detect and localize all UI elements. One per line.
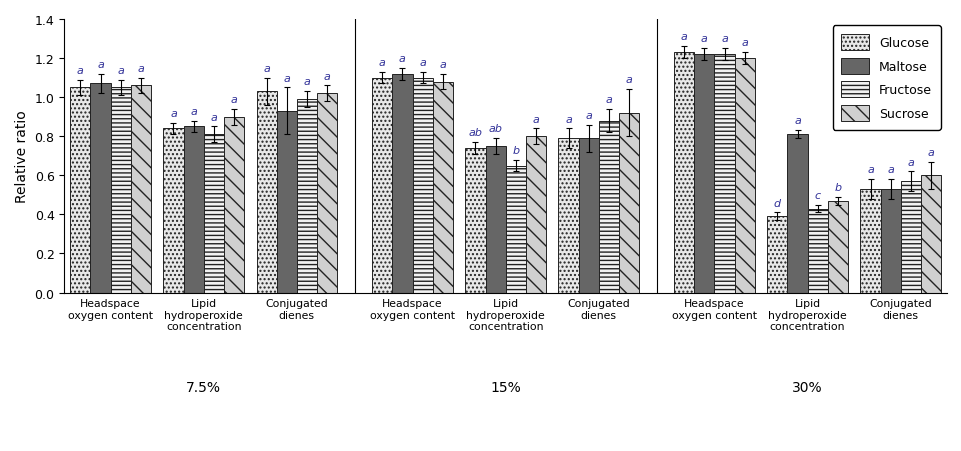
- Bar: [111, 88, 131, 293]
- Text: 7.5%: 7.5%: [186, 380, 221, 394]
- Bar: [694, 55, 714, 293]
- Text: a: a: [701, 34, 707, 44]
- Text: a: a: [439, 60, 446, 69]
- Bar: [316, 94, 336, 293]
- Text: c: c: [814, 190, 820, 200]
- Bar: [767, 217, 787, 293]
- Bar: [714, 55, 734, 293]
- Bar: [899, 182, 920, 293]
- Text: a: a: [741, 38, 748, 48]
- Text: b: b: [833, 183, 841, 193]
- Text: a: a: [210, 112, 217, 122]
- Text: a: a: [137, 64, 144, 74]
- Bar: [184, 127, 204, 293]
- Text: a: a: [263, 64, 270, 74]
- Text: a: a: [117, 65, 124, 75]
- Text: a: a: [170, 108, 177, 119]
- Bar: [505, 166, 526, 293]
- Bar: [920, 176, 940, 293]
- Text: a: a: [97, 60, 104, 69]
- Text: a: a: [379, 58, 385, 68]
- Text: a: a: [721, 34, 727, 44]
- Bar: [734, 59, 754, 293]
- Text: 15%: 15%: [490, 380, 521, 394]
- Bar: [578, 139, 598, 293]
- Bar: [826, 201, 847, 293]
- Text: a: a: [419, 58, 426, 68]
- Bar: [204, 135, 224, 293]
- Y-axis label: Relative ratio: Relative ratio: [15, 110, 29, 202]
- Bar: [806, 209, 826, 293]
- Text: ab: ab: [468, 128, 482, 138]
- Text: a: a: [531, 114, 539, 124]
- Bar: [297, 100, 316, 293]
- Bar: [465, 149, 485, 293]
- Text: a: a: [399, 54, 406, 64]
- Text: a: a: [886, 165, 893, 175]
- Bar: [277, 111, 297, 293]
- Text: 30%: 30%: [792, 380, 822, 394]
- Bar: [90, 84, 111, 293]
- Bar: [372, 78, 392, 293]
- Bar: [558, 139, 578, 293]
- Legend: Glucose, Maltose, Fructose, Sucrose: Glucose, Maltose, Fructose, Sucrose: [832, 26, 940, 130]
- Bar: [70, 88, 90, 293]
- Text: ab: ab: [488, 124, 502, 134]
- Bar: [859, 189, 879, 293]
- Bar: [485, 147, 505, 293]
- Bar: [598, 121, 618, 293]
- Bar: [526, 137, 545, 293]
- Text: a: a: [926, 147, 933, 157]
- Text: a: a: [680, 32, 687, 42]
- Text: a: a: [793, 116, 801, 126]
- Bar: [787, 135, 806, 293]
- Text: a: a: [231, 95, 237, 105]
- Text: b: b: [511, 146, 519, 156]
- Bar: [163, 129, 184, 293]
- Bar: [674, 53, 694, 293]
- Text: a: a: [303, 77, 310, 87]
- Text: a: a: [283, 74, 290, 83]
- Text: a: a: [866, 165, 873, 175]
- Bar: [618, 114, 638, 293]
- Text: a: a: [323, 71, 330, 81]
- Bar: [412, 78, 432, 293]
- Bar: [432, 83, 453, 293]
- Bar: [257, 92, 277, 293]
- Text: a: a: [584, 110, 592, 120]
- Text: d: d: [773, 198, 780, 208]
- Bar: [131, 86, 151, 293]
- Bar: [879, 189, 899, 293]
- Bar: [224, 117, 244, 293]
- Text: a: a: [190, 106, 197, 116]
- Text: a: a: [625, 75, 631, 85]
- Text: a: a: [604, 95, 611, 105]
- Bar: [392, 74, 412, 293]
- Text: a: a: [906, 157, 913, 167]
- Text: a: a: [77, 65, 84, 75]
- Text: a: a: [564, 114, 572, 124]
